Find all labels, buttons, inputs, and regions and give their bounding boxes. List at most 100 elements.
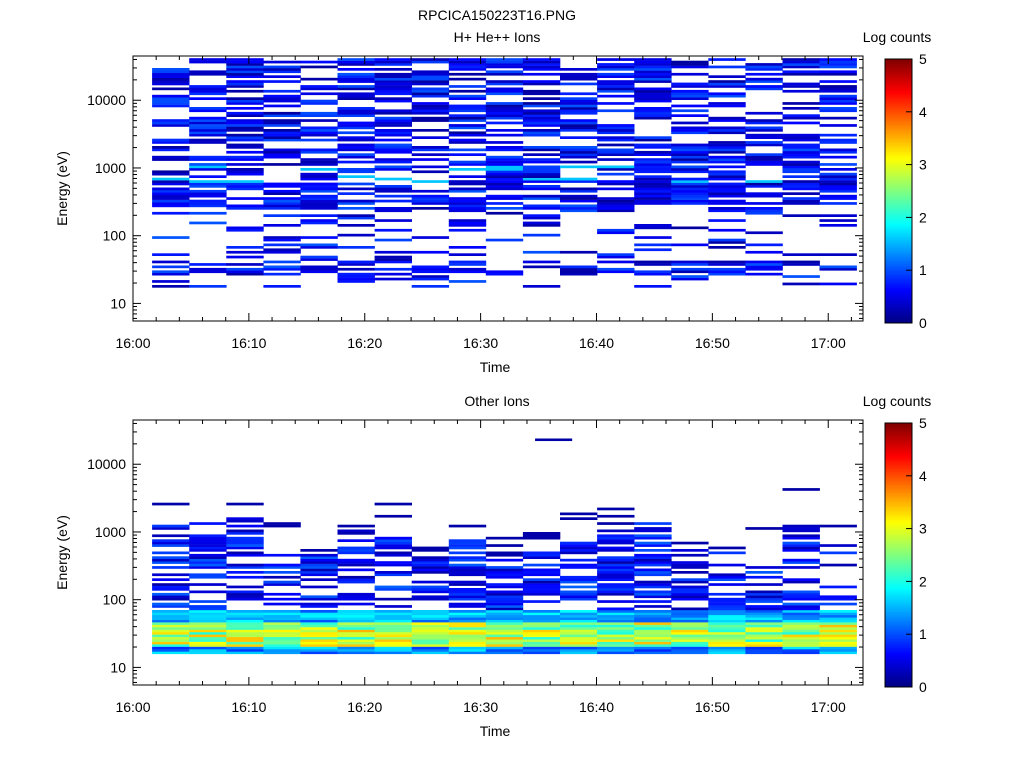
heatmap-cell	[152, 265, 190, 269]
heatmap-cell	[263, 138, 301, 142]
heatmap-cell	[263, 202, 301, 205]
heatmap-cell	[189, 583, 227, 586]
colorbar-swatch	[885, 581, 912, 584]
x-tick-label: 16:40	[579, 335, 614, 351]
heatmap-cell	[745, 260, 783, 264]
colorbar-swatch	[885, 561, 912, 565]
heatmap-cell	[152, 651, 190, 655]
heatmap-cell	[782, 187, 820, 191]
colorbar-swatch	[885, 199, 912, 203]
colorbar-swatch	[885, 248, 912, 251]
heatmap-cell	[226, 519, 264, 523]
heatmap-cell	[300, 160, 338, 164]
heatmap-cell	[300, 646, 338, 650]
heatmap-cell	[337, 551, 375, 555]
heatmap-cell	[152, 646, 190, 650]
heatmap-cell	[560, 631, 598, 635]
colorbar-swatch	[885, 246, 912, 249]
heatmap-cell	[374, 563, 412, 567]
heatmap-cell	[374, 619, 412, 623]
heatmap-cell	[152, 102, 190, 105]
colorbar-label: Log counts	[863, 29, 932, 45]
heatmap-cell	[226, 651, 264, 655]
heatmap-cell	[300, 133, 338, 137]
heatmap-cell	[634, 649, 672, 652]
heatmap-cell	[263, 566, 301, 569]
heatmap-cell	[337, 85, 375, 88]
heatmap-cell	[263, 571, 301, 574]
heatmap-cell	[374, 644, 412, 647]
heatmap-cell	[597, 539, 635, 542]
heatmap-cell	[522, 204, 561, 208]
x-tick-label: 17:00	[811, 335, 846, 351]
heatmap-cell	[671, 199, 709, 203]
heatmap-cell	[634, 527, 672, 530]
heatmap-cell	[374, 187, 412, 191]
heatmap-cell	[522, 185, 561, 188]
heatmap-cell	[152, 75, 190, 78]
heatmap-cell	[263, 119, 301, 122]
heatmap-cell	[189, 649, 227, 652]
heatmap-cell	[522, 172, 561, 176]
heatmap-cell	[634, 163, 672, 166]
heatmap-cell	[337, 75, 375, 78]
heatmap-cell	[152, 68, 190, 71]
heatmap-cell	[374, 199, 412, 203]
heatmap-cell	[152, 82, 190, 86]
heatmap-cell	[708, 116, 746, 120]
heatmap-cell	[782, 629, 820, 633]
heatmap-cell	[485, 568, 524, 572]
heatmap-cell	[263, 136, 301, 139]
heatmap-cell	[597, 129, 635, 132]
heatmap-cell	[522, 68, 561, 71]
colorbar-swatch	[885, 301, 912, 304]
heatmap-cell	[485, 129, 524, 132]
colorbar-swatch	[885, 173, 912, 176]
heatmap-cell	[485, 114, 524, 117]
heatmap-cell	[337, 529, 375, 533]
heatmap-cell	[300, 148, 338, 152]
colorbar-swatch	[885, 175, 912, 179]
colorbar-swatch	[885, 263, 912, 267]
colorbar-swatch	[885, 678, 912, 681]
heatmap-cell	[152, 148, 190, 152]
heatmap-cell	[560, 580, 598, 584]
heatmap-cell	[671, 104, 709, 108]
colorbar-swatch	[885, 574, 912, 578]
heatmap-cell	[745, 185, 783, 188]
heatmap-cell	[782, 536, 820, 540]
colorbar-swatch	[885, 632, 912, 635]
heatmap-cell	[634, 549, 672, 552]
heatmap-cell	[263, 70, 301, 74]
heatmap-cell	[337, 260, 375, 264]
heatmap-cell	[634, 192, 672, 195]
heatmap-cell	[671, 192, 709, 195]
heatmap-cell	[152, 641, 190, 645]
heatmap-cell	[374, 63, 412, 66]
colorbar-swatch	[885, 65, 912, 69]
heatmap-cell	[597, 573, 635, 577]
heatmap-cell	[337, 602, 375, 606]
colorbar-swatch	[885, 469, 912, 472]
heatmap-cell	[189, 119, 227, 122]
heatmap-cell	[485, 646, 524, 650]
heatmap-cell	[485, 116, 524, 120]
colorbar-swatch	[885, 250, 912, 253]
heatmap-cell	[597, 627, 635, 630]
heatmap-cell	[226, 571, 264, 574]
heatmap-cell	[485, 595, 524, 599]
heatmap-cell	[634, 138, 672, 142]
heatmap-cell	[597, 131, 635, 135]
colorbar-label: Log counts	[863, 393, 932, 409]
heatmap-cell	[522, 63, 561, 66]
heatmap-cell	[337, 272, 375, 276]
heatmap-cell	[152, 583, 190, 586]
heatmap-cell	[485, 627, 524, 630]
heatmap-cell	[152, 639, 190, 642]
heatmap-cell	[374, 87, 412, 91]
heatmap-cell	[411, 617, 450, 620]
heatmap-cell	[448, 160, 487, 164]
heatmap-cell	[448, 649, 487, 652]
heatmap-cell	[522, 610, 561, 613]
